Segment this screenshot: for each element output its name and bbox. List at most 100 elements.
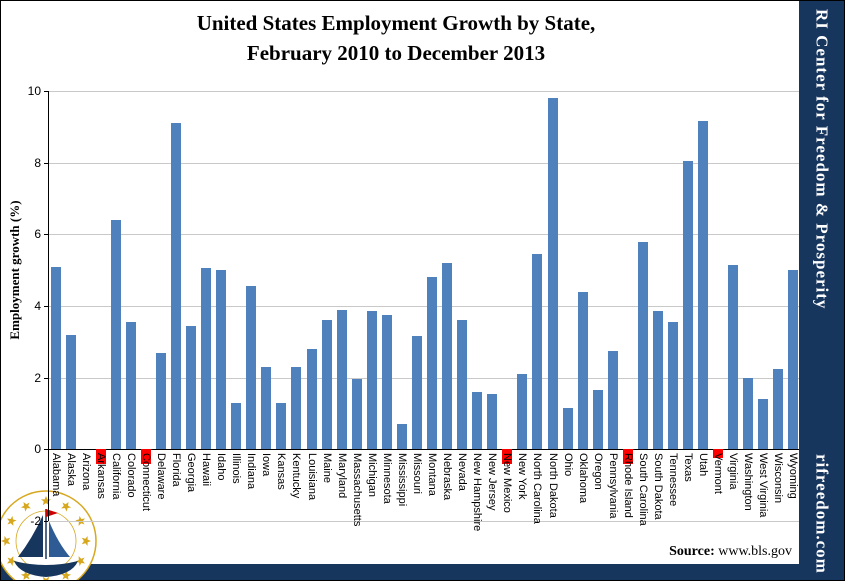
bar	[65, 334, 76, 450]
x-axis-label: Tennessee	[666, 453, 679, 507]
bar	[773, 368, 784, 450]
bar	[442, 263, 453, 450]
bar	[743, 377, 754, 450]
chart-title: United States Employment Growth by State…	[1, 8, 791, 68]
x-axis-label: Iowa	[260, 453, 273, 477]
x-axis-label: Texas	[682, 453, 695, 483]
bar	[396, 424, 407, 450]
x-axis-label: Georgia	[185, 453, 198, 493]
y-axis-line	[48, 91, 49, 521]
y-tick-label: 8	[34, 155, 41, 170]
y-tick-label: 4	[34, 299, 41, 313]
y-tick-mark	[44, 521, 48, 522]
bar	[231, 402, 242, 450]
x-axis-label: Louisiana	[305, 453, 318, 501]
x-axis-label: Delaware	[154, 453, 167, 500]
x-axis-label: Rhode Island	[621, 453, 634, 519]
bar	[592, 390, 603, 450]
x-axis-label: Ohio	[561, 453, 574, 477]
bar	[427, 277, 438, 450]
x-axis-label: New York	[516, 453, 529, 500]
bar	[457, 320, 468, 450]
gridline	[48, 162, 801, 164]
x-axis-label: Mississippi	[395, 453, 408, 507]
x-axis-label: Vermont	[712, 453, 725, 495]
bar	[683, 160, 694, 450]
x-axis-label: Michigan	[365, 453, 378, 498]
bar	[622, 449, 633, 464]
bar	[472, 392, 483, 450]
bar	[487, 393, 498, 450]
x-axis-label: South Carolina	[636, 453, 649, 527]
gridline	[48, 306, 801, 307]
x-axis-label: Montana	[426, 453, 439, 497]
x-axis-label: Alaska	[64, 453, 77, 487]
x-axis-label: Kentucky	[290, 453, 303, 499]
x-axis-label: Nevada	[456, 453, 469, 492]
bar	[201, 268, 212, 450]
x-axis-label: Wisconsin	[772, 453, 785, 504]
x-axis-label: North Carolina	[531, 453, 544, 525]
bar	[186, 325, 197, 450]
x-axis-label: Hawaii	[200, 453, 213, 487]
source-label: Source:	[669, 544, 715, 559]
gridline	[48, 234, 801, 236]
ri-center-logo	[1, 490, 97, 580]
bar	[110, 220, 121, 450]
logo-outer-ring	[1, 490, 97, 580]
x-axis-label: Colorado	[124, 453, 137, 498]
bar	[517, 374, 528, 450]
bar	[291, 366, 302, 450]
source-note: Source: www.bls.gov	[669, 544, 792, 560]
x-axis-label: California	[109, 453, 122, 500]
bar	[652, 311, 663, 450]
x-axis-label: Pennsylvania	[606, 453, 619, 519]
source-value: www.bls.gov	[718, 544, 792, 559]
x-axis-label: Nebraska	[441, 453, 454, 501]
x-axis-label: New Jersey	[486, 453, 499, 511]
bar	[95, 449, 106, 464]
x-axis-label: South Dakota	[651, 453, 664, 520]
x-axis-label: Oregon	[591, 453, 604, 491]
bar	[155, 352, 166, 450]
bar	[171, 123, 181, 450]
bar	[366, 311, 377, 450]
y-tick-label: 0	[34, 442, 41, 457]
bar	[788, 270, 799, 450]
x-axis-label: Arkansas	[94, 453, 107, 500]
y-tick-mark	[44, 234, 48, 236]
bar	[698, 121, 709, 450]
bar	[547, 98, 558, 450]
bar	[50, 266, 61, 450]
y-tick-mark	[44, 377, 48, 379]
x-axis-label: Virginia	[727, 453, 740, 490]
x-axis-label: Oklahoma	[576, 453, 589, 504]
x-axis-label: Minnesota	[380, 453, 393, 505]
zero-axis-line	[48, 449, 801, 451]
x-axis-label: Florida	[170, 453, 182, 487]
gridline	[48, 521, 801, 522]
bar	[140, 449, 151, 464]
x-axis-label: Massachusetts	[350, 453, 363, 527]
x-axis-label: Kansas	[275, 453, 288, 491]
bar	[532, 254, 543, 450]
bar	[246, 286, 257, 450]
gridline	[48, 91, 801, 92]
bar	[728, 264, 739, 450]
bar	[321, 320, 332, 450]
x-axis-label: Alabama	[49, 453, 62, 497]
x-axis-label: Washington	[742, 453, 755, 512]
x-axis-label: West Virginia	[757, 453, 770, 518]
chart-title-line2: February 2010 to December 2013	[246, 41, 546, 65]
bar	[577, 291, 588, 450]
bar	[607, 350, 618, 450]
bar	[502, 449, 513, 464]
x-axis-label: Maryland	[335, 453, 348, 499]
x-axis-label: Maine	[320, 453, 333, 484]
y-tick-label: -2	[30, 514, 41, 528]
sidebar-site-url: rifreedom.com	[812, 454, 832, 574]
y-tick-mark	[44, 91, 48, 92]
bar	[758, 399, 769, 450]
